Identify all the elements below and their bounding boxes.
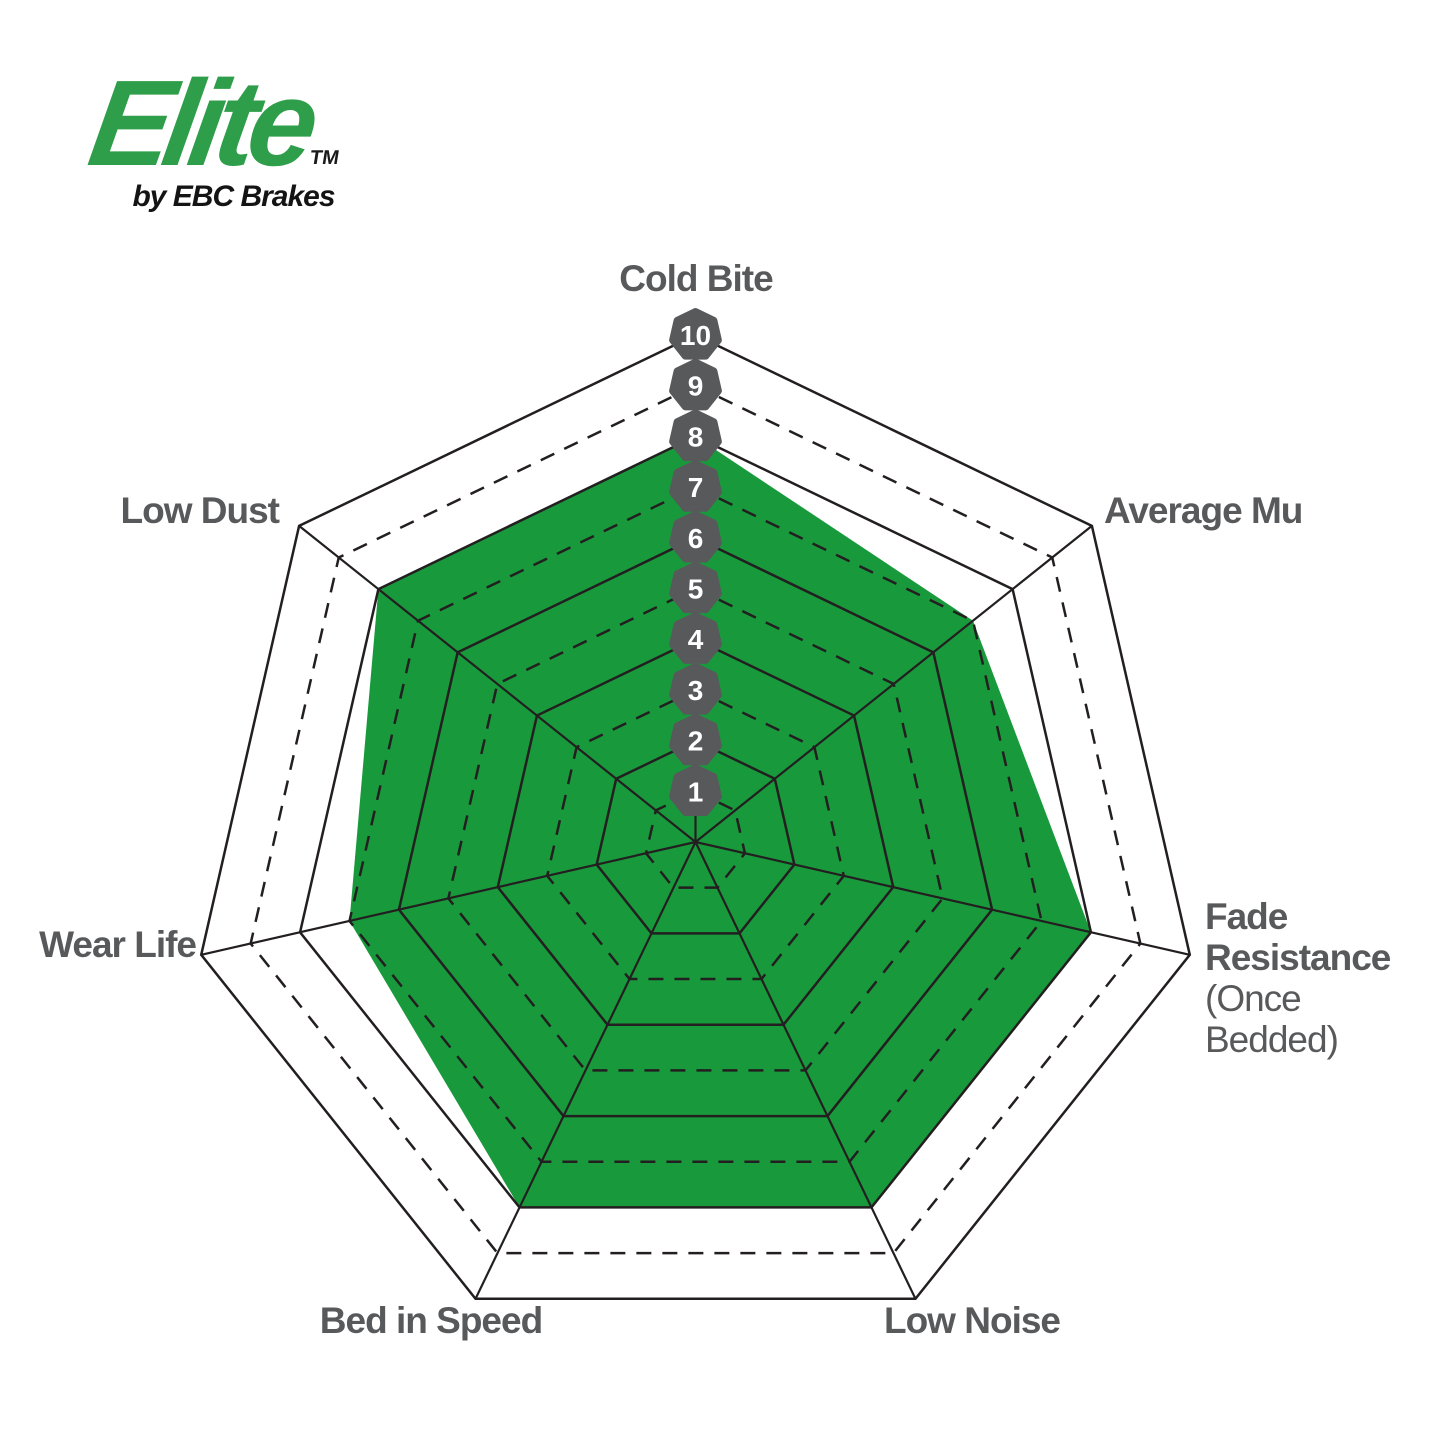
axis-label-text: Cold Bite — [619, 258, 773, 299]
axis-label-text: Wear Life — [39, 924, 197, 965]
grid-ring-dashed-7 — [348, 485, 1043, 1164]
brand-tagline: by EBC Brakes — [132, 180, 335, 213]
scale-badge-7 — [669, 460, 722, 512]
axis-label-average-mu: Average Mu — [1104, 490, 1303, 531]
axis-label-bed-in-speed: Bed in Speed — [319, 1300, 543, 1341]
grid-ring-dashed-9 — [249, 384, 1142, 1255]
axis-label-wear-life: Wear Life — [39, 924, 197, 965]
scale-badge-number: 5 — [688, 574, 704, 605]
axis-label-text: Low Noise — [883, 1300, 1061, 1341]
axis-label-cold-bite: Cold Bite — [619, 258, 773, 299]
scale-badge-4 — [669, 612, 722, 664]
scale-badge-2 — [669, 713, 722, 766]
axis-sublabel-text: (Once Bedded) — [1205, 978, 1339, 1060]
scale-badge-number: 1 — [688, 776, 704, 807]
scale-badges: 1 2 3 4 5 6 7 8 9 10 — [669, 308, 722, 816]
scale-badge-number: 9 — [688, 371, 704, 402]
axis-label-text: Average Mu — [1104, 490, 1303, 531]
scale-badge-5 — [669, 561, 722, 614]
grid-ring-solid-6 — [397, 536, 994, 1118]
axis-label-low-dust: Low Dust — [120, 490, 280, 531]
axis-spoke — [695, 840, 1191, 956]
scale-badge-number: 3 — [688, 675, 704, 706]
axis-label-text: Bed in Speed — [319, 1300, 543, 1341]
grid-ring-solid-8 — [298, 435, 1093, 1209]
scale-badge-9 — [669, 358, 722, 411]
scale-badge-number: 10 — [680, 320, 711, 351]
axis-label-low-noise: Low Noise — [883, 1300, 1061, 1341]
axis-spoke — [694, 841, 917, 1300]
axis-spoke — [200, 840, 696, 956]
grid-ring-dashed-5 — [447, 587, 944, 1072]
scale-badge-8 — [669, 409, 722, 462]
axis-label-text: Low Dust — [120, 490, 280, 531]
scale-badge-1 — [669, 764, 722, 816]
scale-badge-number: 4 — [688, 624, 704, 655]
axis-spoke — [474, 841, 697, 1300]
scale-badge-6 — [669, 510, 722, 563]
axis-label-text: Fade Resistance — [1205, 896, 1391, 978]
axis-spoke — [694, 525, 1093, 843]
scale-badge-number: 8 — [688, 421, 704, 452]
grid-ring-solid-4 — [496, 637, 895, 1026]
scale-badge-10 — [669, 308, 722, 360]
scale-badge-3 — [669, 662, 722, 715]
grid-ring-solid-2 — [595, 739, 796, 935]
scale-badge-number: 2 — [688, 726, 704, 757]
scale-badge-number: 7 — [688, 472, 704, 503]
axis-spoke — [298, 525, 697, 843]
axis-label-fade-resistance: Fade Resistance (Once Bedded) — [1205, 896, 1430, 1060]
scale-badge-number: 6 — [688, 523, 704, 554]
brand-logo: Elite TM by EBC Brakes — [81, 55, 345, 214]
grid-ring-solid-10 — [199, 333, 1192, 1301]
grid-rings — [199, 333, 1192, 1301]
